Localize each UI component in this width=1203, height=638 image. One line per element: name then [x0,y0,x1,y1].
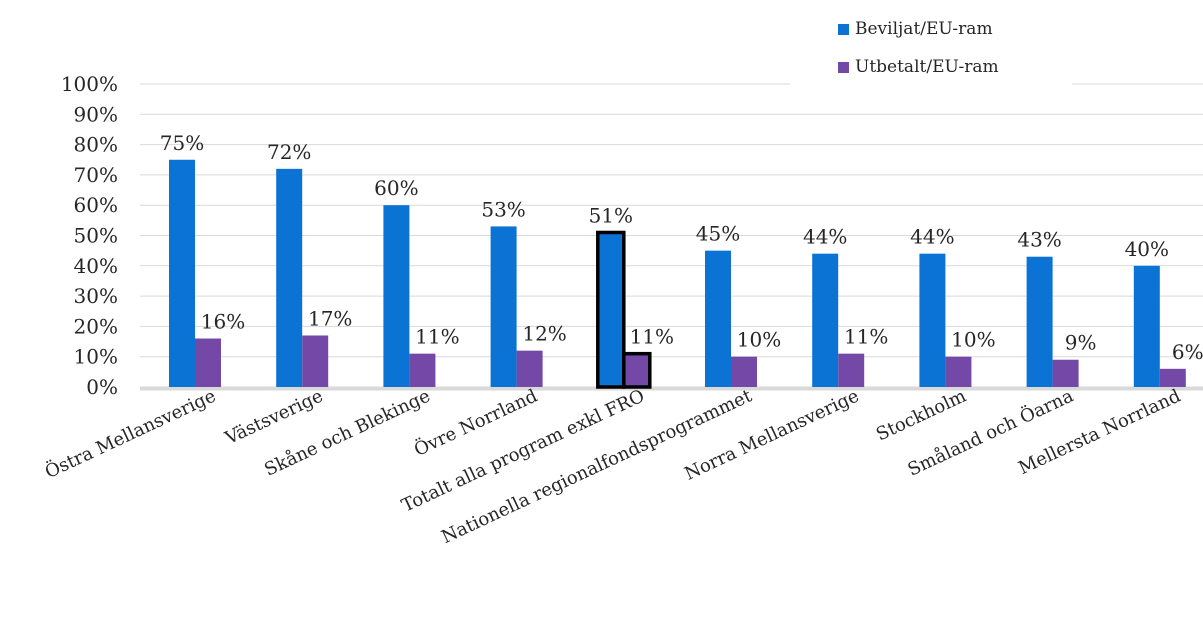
y-tick-label: 100% [61,72,118,96]
data-label-beviljat: 75% [160,131,204,155]
y-tick-label: 50% [74,224,118,248]
bar-utbetalt [409,353,436,387]
data-labels: 75% 16% 72% 17% 60% 11% 53% 12% 51% 11% 45% 10% 44% 1… [160,131,1203,364]
data-label-beviljat: 40% [1125,237,1169,261]
bar-utbetalt [195,338,221,387]
legend-background [790,74,1072,94]
bar-utbetalt [945,356,972,387]
data-label-utbetalt: 9% [1065,331,1097,355]
data-label-utbetalt: 11% [415,325,459,349]
bar-utbetalt [302,335,329,387]
data-label-beviljat: 44% [910,225,954,249]
legend-swatch-beviljat [838,23,849,35]
bar-beviljat [812,253,839,387]
y-tick-label: 20% [74,314,118,338]
y-tick-label: 10% [74,345,118,369]
x-category-label: Östra Mellansverige [41,384,219,483]
bars [169,159,1186,389]
data-label-beviljat: 72% [267,140,311,164]
data-label-utbetalt: 11% [630,325,674,349]
data-label-utbetalt: 6% [1172,340,1203,364]
bar-beviljat [919,253,946,387]
legend: Beviljat/EU-ram Utbetalt/EU-ram [838,10,1078,86]
y-tick-label: 70% [74,163,118,187]
y-axis-ticks: 0% 10% 20% 30% 40% 50% 60% 70% 80% 90% 100% [61,72,118,399]
data-label-utbetalt: 10% [737,328,781,352]
bar-beviljat [169,159,195,387]
y-tick-label: 0% [86,375,118,399]
y-tick-label: 40% [74,254,118,278]
data-label-beviljat: 51% [589,203,633,227]
x-category-label: Stockholm [873,385,969,445]
y-tick-label: 30% [74,284,118,308]
gridlines [140,74,1203,391]
y-tick-label: 90% [74,102,118,126]
legend-item-beviljat: Beviljat/EU-ram [838,10,1078,48]
data-label-utbetalt: 12% [522,322,566,346]
data-label-beviljat: 60% [374,176,418,200]
bar-utbetalt [1052,359,1079,387]
bar-utbetalt [622,351,652,389]
data-label-utbetalt: 16% [201,310,245,334]
x-category-label: Norra Mellansverige [681,385,862,484]
legend-swatch-utbetalt [838,61,849,73]
bar-beviljat [705,250,731,387]
data-label-beviljat: 43% [1017,228,1061,252]
bar-utbetalt [1159,368,1186,387]
data-label-beviljat: 45% [696,222,740,246]
y-tick-label: 60% [74,193,118,217]
data-label-beviljat: 44% [803,225,847,249]
legend-item-utbetalt: Utbetalt/EU-ram [838,48,1078,86]
data-label-utbetalt: 11% [844,325,888,349]
bar-utbetalt [516,350,543,387]
data-label-beviljat: 53% [481,197,525,221]
bar-beviljat [1133,265,1160,387]
bar-beviljat [1026,256,1053,387]
bar-beviljat [383,205,410,387]
bar-utbetalt [838,353,865,387]
data-label-utbetalt: 17% [308,306,352,330]
bar-beviljat [276,168,303,387]
bar-beviljat [596,230,626,389]
bar-utbetalt [731,356,757,387]
legend-label-beviljat: Beviljat/EU-ram [855,19,993,39]
legend-label-utbetalt: Utbetalt/EU-ram [855,57,999,77]
y-tick-label: 80% [74,133,118,157]
data-label-utbetalt: 10% [951,328,995,352]
bar-beviljat [490,226,517,387]
